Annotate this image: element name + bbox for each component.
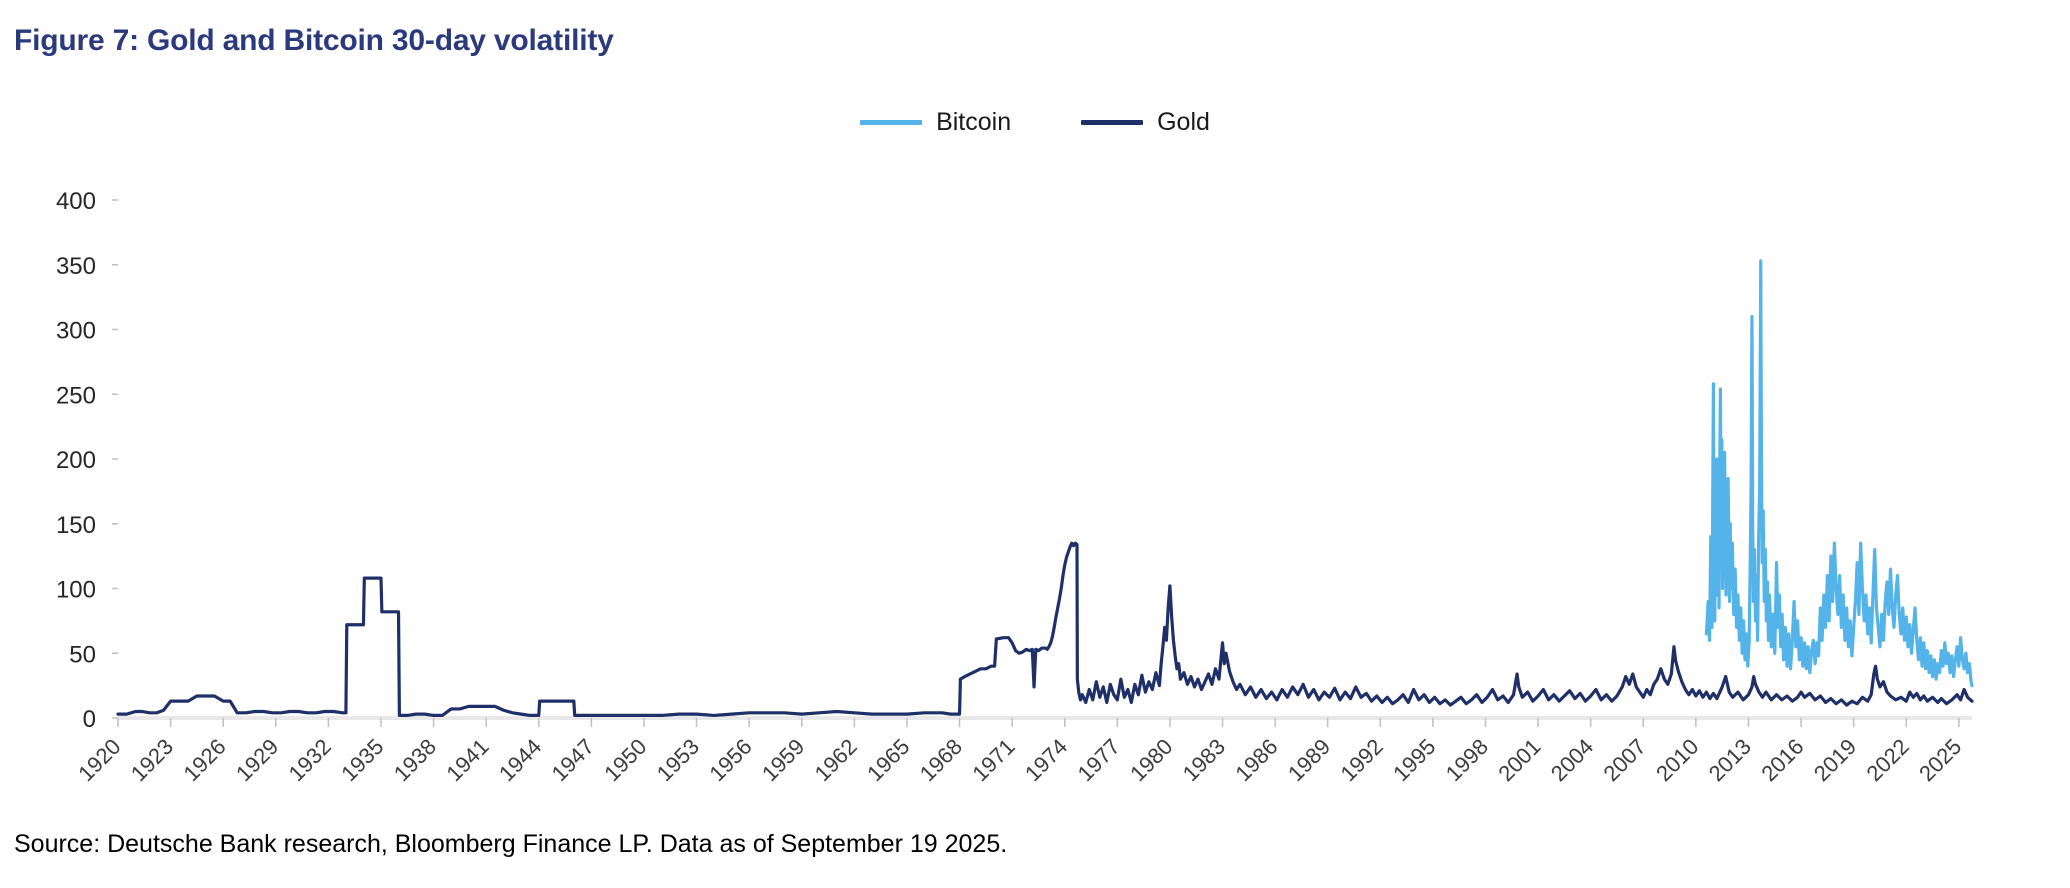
x-axis-tick-label: 1974 — [1020, 734, 1072, 786]
x-axis-tick-label: 1920 — [73, 734, 125, 786]
x-axis-tick-label: 1941 — [441, 734, 493, 786]
x-axis-tick-label: 1983 — [1178, 734, 1230, 786]
x-axis-tick-label: 2022 — [1861, 734, 1913, 786]
x-axis-tick-label: 1953 — [652, 734, 704, 786]
x-axis-tick-label: 1950 — [599, 734, 651, 786]
y-axis-tick-label: 250 — [56, 382, 96, 409]
legend-label-bitcoin: Bitcoin — [936, 108, 1012, 136]
x-axis-tick-label: 1935 — [336, 734, 388, 786]
y-axis-tick-label: 350 — [56, 253, 96, 280]
x-axis-tick-label: 1947 — [547, 734, 599, 786]
x-axis-tick-label: 2007 — [1599, 734, 1651, 786]
x-axis-tick-label: 1944 — [494, 734, 546, 786]
y-axis-tick-label: 200 — [56, 447, 96, 474]
x-axis-tick-label: 1971 — [967, 734, 1019, 786]
y-axis-tick-label: 0 — [83, 706, 96, 733]
x-axis-tick-label: 1998 — [1441, 734, 1493, 786]
x-axis-tick-label: 1980 — [1125, 734, 1177, 786]
x-axis-tick-label: 1995 — [1388, 734, 1440, 786]
x-axis-tick-label: 2025 — [1914, 734, 1966, 786]
source-note: Source: Deutsche Bank research, Bloomber… — [14, 830, 1008, 858]
x-axis-tick-label: 1959 — [757, 734, 809, 786]
x-axis-tick-label: 2013 — [1704, 734, 1756, 786]
x-axis-tick-label: 1926 — [178, 734, 230, 786]
series-line-gold — [116, 541, 1974, 718]
x-axis-tick-label: 1977 — [1073, 734, 1125, 786]
x-axis-tick-label: 2001 — [1493, 734, 1545, 786]
x-axis-tick-label: 1968 — [915, 734, 967, 786]
legend-swatch-bitcoin — [860, 120, 923, 125]
x-axis-tick-label: 1929 — [231, 734, 283, 786]
x-axis-tick-label: 1962 — [810, 734, 862, 786]
legend-item-gold: Gold — [1081, 108, 1210, 137]
y-axis-tick-label: 100 — [56, 577, 96, 604]
x-axis-tick-label: 2016 — [1756, 734, 1808, 786]
legend-swatch-gold — [1081, 120, 1144, 125]
x-axis-tick-label: 2010 — [1651, 734, 1703, 786]
y-axis-tick-label: 50 — [69, 641, 96, 668]
legend-label-gold: Gold — [1157, 108, 1210, 136]
x-axis-tick-label: 1992 — [1336, 734, 1388, 786]
y-axis-tick-label: 400 — [56, 188, 96, 215]
x-axis-tick-label: 1956 — [704, 734, 756, 786]
x-axis-tick-label: 1938 — [389, 734, 441, 786]
x-axis-tick-label: 2004 — [1546, 734, 1598, 786]
x-axis-tick-label: 1989 — [1283, 734, 1335, 786]
chart-legend: Bitcoin Gold — [0, 108, 2070, 137]
series-line-bitcoin — [1704, 259, 1974, 688]
y-axis-tick-label: 150 — [56, 512, 96, 539]
x-axis-tick-label: 2019 — [1809, 734, 1861, 786]
x-axis-tick-label: 1932 — [284, 734, 336, 786]
x-axis-tick-label: 1923 — [126, 734, 178, 786]
legend-item-bitcoin: Bitcoin — [860, 108, 1011, 137]
y-axis-tick-label: 300 — [56, 318, 96, 345]
x-axis-tick-label: 1965 — [862, 734, 914, 786]
x-axis-tick-label: 1986 — [1230, 734, 1282, 786]
page-title: Figure 7: Gold and Bitcoin 30-day volati… — [14, 24, 614, 57]
